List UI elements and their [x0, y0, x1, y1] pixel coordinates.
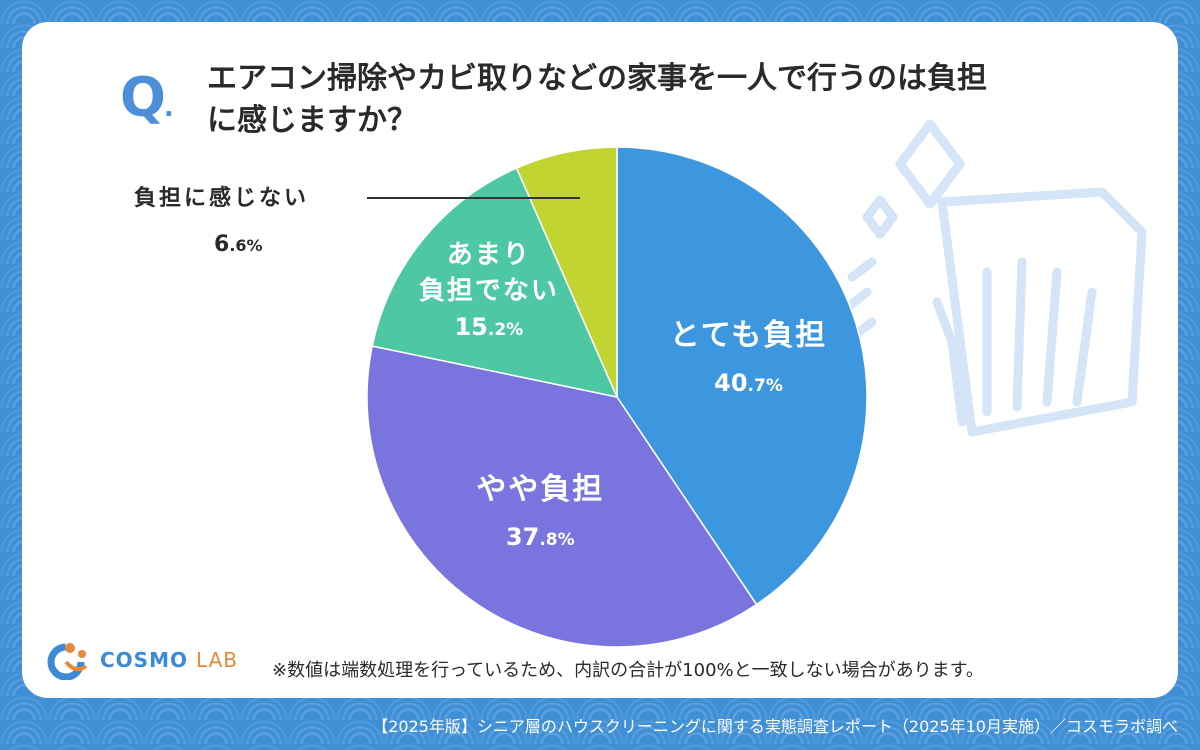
- question-line-2: に感じますか？: [207, 103, 417, 138]
- source-caption: 【2025年版】シニア層のハウスクリーニングに関する実態調査レポート（2025年…: [372, 717, 1178, 736]
- leader-line: [367, 197, 580, 199]
- slice-value-2: 15.2%: [454, 313, 523, 341]
- slice-label-2: あまり: [447, 240, 531, 270]
- footnote: ※数値は端数処理を行っているため、内訳の合計が100%と一致しない場合があります…: [272, 660, 984, 681]
- cosmo-lab-logo: COSMO LAB: [46, 640, 238, 680]
- chart-card: Q. エアコン掃除やカビ取りなどの家事を一人で行うのは負担 に感じますか？ とて…: [22, 22, 1178, 698]
- slice-value-1: 37.8%: [506, 523, 575, 551]
- slice-label-0: とても負担: [670, 318, 828, 353]
- pie-slice-2: [371, 167, 619, 399]
- slice-value-0: 40.7%: [714, 369, 783, 397]
- logo-text: COSMO LAB: [100, 648, 238, 672]
- slice-label-1: やや負担: [476, 472, 604, 507]
- question-mark-label: Q.: [120, 66, 174, 129]
- question-title: エアコン掃除やカビ取りなどの家事を一人で行うのは負担 に感じますか？: [207, 58, 1067, 142]
- question-line-1: エアコン掃除やカビ取りなどの家事を一人で行うのは負担: [207, 61, 987, 96]
- outside-slice-value: 6.6%: [214, 232, 263, 257]
- pie-slice-3: [515, 146, 618, 398]
- logo-mark-icon: [47, 643, 88, 680]
- slice-label-2: 負担でない: [419, 276, 559, 306]
- pie-slice-0: [616, 146, 868, 606]
- pie-slice-1: [366, 345, 758, 648]
- outside-slice-label: 負担に感じない: [134, 186, 310, 211]
